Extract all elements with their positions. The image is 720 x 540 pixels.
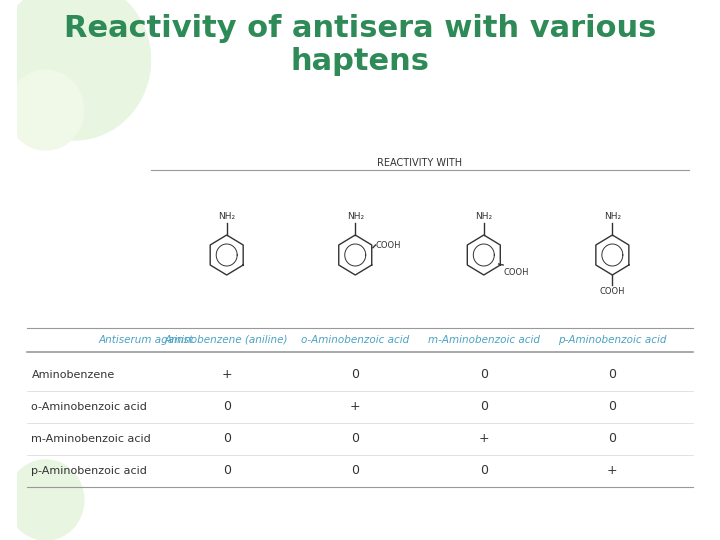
Text: REACTIVITY WITH: REACTIVITY WITH [377,158,462,168]
Text: p-Aminobenzoic acid: p-Aminobenzoic acid [32,466,148,476]
Text: 0: 0 [480,464,487,477]
Text: Reactivity of antisera with various
haptens: Reactivity of antisera with various hapt… [64,14,656,76]
Text: o-Aminobenzoic acid: o-Aminobenzoic acid [32,402,148,412]
Text: 0: 0 [222,464,230,477]
Text: 0: 0 [222,401,230,414]
Text: COOH: COOH [503,268,528,277]
Text: o-Aminobenzoic acid: o-Aminobenzoic acid [301,335,410,345]
Text: COOH: COOH [600,287,625,296]
Text: Aminobenzene: Aminobenzene [32,370,114,380]
Text: 0: 0 [222,433,230,446]
Text: 0: 0 [351,433,359,446]
Text: 0: 0 [351,368,359,381]
Text: NH₂: NH₂ [475,212,492,221]
Text: +: + [607,464,618,477]
Text: Antiserum against: Antiserum against [98,335,193,345]
Text: +: + [479,433,489,446]
Text: +: + [350,401,361,414]
Text: 0: 0 [608,401,616,414]
Text: m-Aminobenzoic acid: m-Aminobenzoic acid [32,434,151,444]
Text: +: + [221,368,232,381]
Text: 0: 0 [351,464,359,477]
Ellipse shape [8,460,84,540]
Ellipse shape [8,70,84,150]
Ellipse shape [0,0,150,140]
Text: 0: 0 [608,433,616,446]
Text: 0: 0 [608,368,616,381]
Text: NH₂: NH₂ [346,212,364,221]
Text: NH₂: NH₂ [604,212,621,221]
Text: 0: 0 [480,401,487,414]
Text: 0: 0 [480,368,487,381]
Text: NH₂: NH₂ [218,212,235,221]
Text: m-Aminobenzoic acid: m-Aminobenzoic acid [428,335,540,345]
Text: Aminobenzene (aniline): Aminobenzene (aniline) [165,335,289,345]
Text: p-Aminobenzoic acid: p-Aminobenzoic acid [558,335,667,345]
Text: COOH: COOH [376,240,401,249]
